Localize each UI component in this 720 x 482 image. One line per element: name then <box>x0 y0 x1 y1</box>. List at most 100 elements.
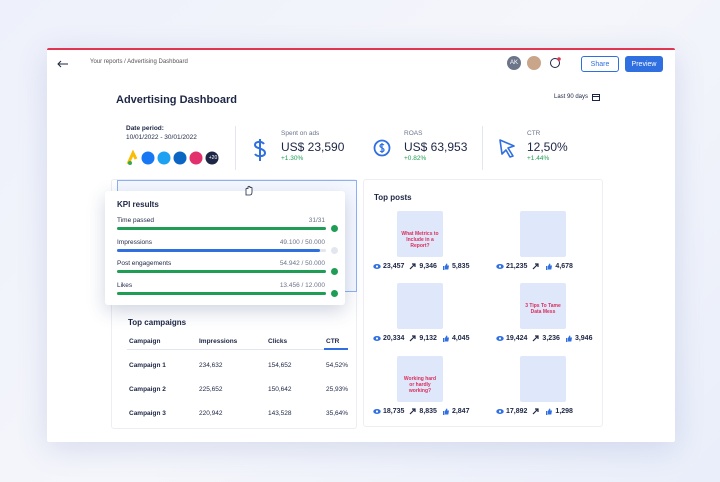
views-icon <box>373 336 381 341</box>
calendar-icon[interactable] <box>592 93 600 101</box>
kpi-value: 54.942 / 50.000 <box>279 260 325 267</box>
post-views: 17,892 <box>506 408 528 415</box>
ctr-icon <box>499 139 515 158</box>
avatar[interactable]: AK <box>507 56 521 70</box>
post-stats: 23,457 9,346 5,835 <box>373 263 472 270</box>
campaign-cell: 150,642 <box>268 386 292 393</box>
campaign-cell: 154,652 <box>268 362 292 369</box>
back-button[interactable] <box>57 60 69 68</box>
breadcrumb[interactable]: Your reports / Advertising Dashboard <box>90 59 188 65</box>
metric-change: +1.44% <box>527 155 550 162</box>
kpi-progress <box>117 270 326 273</box>
campaign-cell: 225,652 <box>199 386 223 393</box>
kpi-progress-fill <box>117 227 326 230</box>
likes-icon <box>442 335 449 342</box>
kpi-card[interactable]: KPI results Time passed 31/31 Impressions 4… <box>105 191 345 305</box>
campaign-cell: 54,52% <box>326 362 349 369</box>
metric-value: 12,50% <box>527 140 568 154</box>
campaign-name: Campaign 2 <box>129 386 166 393</box>
campaign-cell: 35,64% <box>326 410 349 417</box>
post-thumbnail[interactable]: 3 Tips To Tame Data Mess <box>520 283 566 329</box>
post-thumbnail[interactable]: What Metrics to Include in a Report? <box>397 211 443 257</box>
avatar-photo[interactable] <box>527 56 541 70</box>
post-likes: 4,678 <box>555 263 573 270</box>
metric-change: +0.82% <box>404 155 427 162</box>
post-views: 23,457 <box>383 263 405 270</box>
post-thumbnail[interactable] <box>520 356 566 402</box>
thumbnail-text: 3 Tips To Tame Data Mess <box>525 303 561 315</box>
date-range[interactable]: Last 90 days <box>554 94 589 100</box>
date-period-label: Date period: <box>126 125 164 132</box>
post-shares: 3,236 <box>542 335 560 342</box>
views-icon <box>373 409 381 414</box>
kpi-label: Likes <box>117 281 133 289</box>
date-period-value: 10/01/2022 - 30/01/2022 <box>126 134 197 141</box>
thumbnail-text: What Metrics to Include in a Report? <box>401 231 439 249</box>
share-button[interactable]: Share <box>581 56 619 72</box>
post-views: 18,735 <box>383 408 405 415</box>
kpi-label: Post engagements <box>117 260 172 267</box>
shares-icon <box>532 408 540 415</box>
more-sources: +20 <box>208 155 218 161</box>
shares-icon <box>409 335 417 342</box>
roas-icon <box>373 139 391 157</box>
views-icon <box>496 336 504 341</box>
kpi-check <box>331 268 338 275</box>
kpi-value: 49.100 / 50.000 <box>279 238 325 246</box>
campaign-name: Campaign 3 <box>129 410 166 417</box>
post-thumbnail[interactable] <box>520 211 566 257</box>
metric-change: +1.30% <box>281 155 304 162</box>
post-stats: 17,892 1,298 <box>496 408 576 415</box>
kpi-check <box>331 289 338 297</box>
campaign-cell: 220,942 <box>199 410 223 417</box>
cursor <box>245 185 253 196</box>
table-header-rule <box>127 349 348 350</box>
dashboard-title: Advertising Dashboard <box>116 94 238 106</box>
metric-value: US$ 23,590 <box>281 140 345 154</box>
kpi-progress-fill <box>117 270 326 273</box>
posts-title: Top posts <box>374 193 412 202</box>
kpi-value: 13.456 / 12.000 <box>279 281 325 289</box>
kpi-progress <box>117 248 326 252</box>
post-shares: 8,835 <box>419 408 437 415</box>
post-views: 21,235 <box>506 263 528 270</box>
post-views: 19,424 <box>506 335 528 342</box>
column-header: Impressions <box>199 338 238 345</box>
post-stats: 21,235 4,678 <box>496 263 576 270</box>
campaign-cell: 143,528 <box>268 410 292 417</box>
kpi-label: Time passed <box>117 217 154 224</box>
kpi-progress <box>117 227 326 230</box>
post-likes: 4,045 <box>451 335 470 342</box>
preview-button[interactable]: Preview <box>625 56 663 72</box>
likes-icon <box>565 335 572 342</box>
post-likes: 2,847 <box>451 408 470 415</box>
kpi-label: Impressions <box>117 238 153 246</box>
spend-icon <box>253 139 267 161</box>
post-thumbnail[interactable]: Working hard or hardly working? <box>397 356 443 402</box>
views-icon <box>496 409 504 414</box>
post-thumbnail[interactable] <box>397 283 443 329</box>
post-shares: 9,132 <box>419 335 437 342</box>
shares-icon <box>532 263 540 270</box>
views-icon <box>496 264 504 269</box>
views-icon <box>373 264 381 269</box>
post-likes: 5,835 <box>451 263 470 270</box>
likes-icon <box>442 408 449 415</box>
campaign-cell: 234,632 <box>199 362 223 369</box>
divider <box>482 126 483 170</box>
post-likes: 1,298 <box>555 408 573 415</box>
post-views: 20,334 <box>383 335 405 342</box>
post-likes: 3,946 <box>574 335 593 342</box>
kpi-title: KPI results <box>117 200 159 209</box>
shares-icon <box>409 263 417 270</box>
post-stats: 20,334 9,132 4,045 <box>373 335 472 342</box>
campaigns-title: Top campaigns <box>128 318 187 327</box>
likes-icon <box>546 408 553 415</box>
divider <box>235 126 236 170</box>
source-icons <box>126 150 219 165</box>
metric-label: Spent on ads <box>281 130 320 137</box>
kpi-pending <box>331 246 338 254</box>
post-stats: 18,735 8,835 2,847 <box>373 408 472 415</box>
shares-icon <box>532 335 540 342</box>
comments-icon[interactable] <box>549 57 561 69</box>
